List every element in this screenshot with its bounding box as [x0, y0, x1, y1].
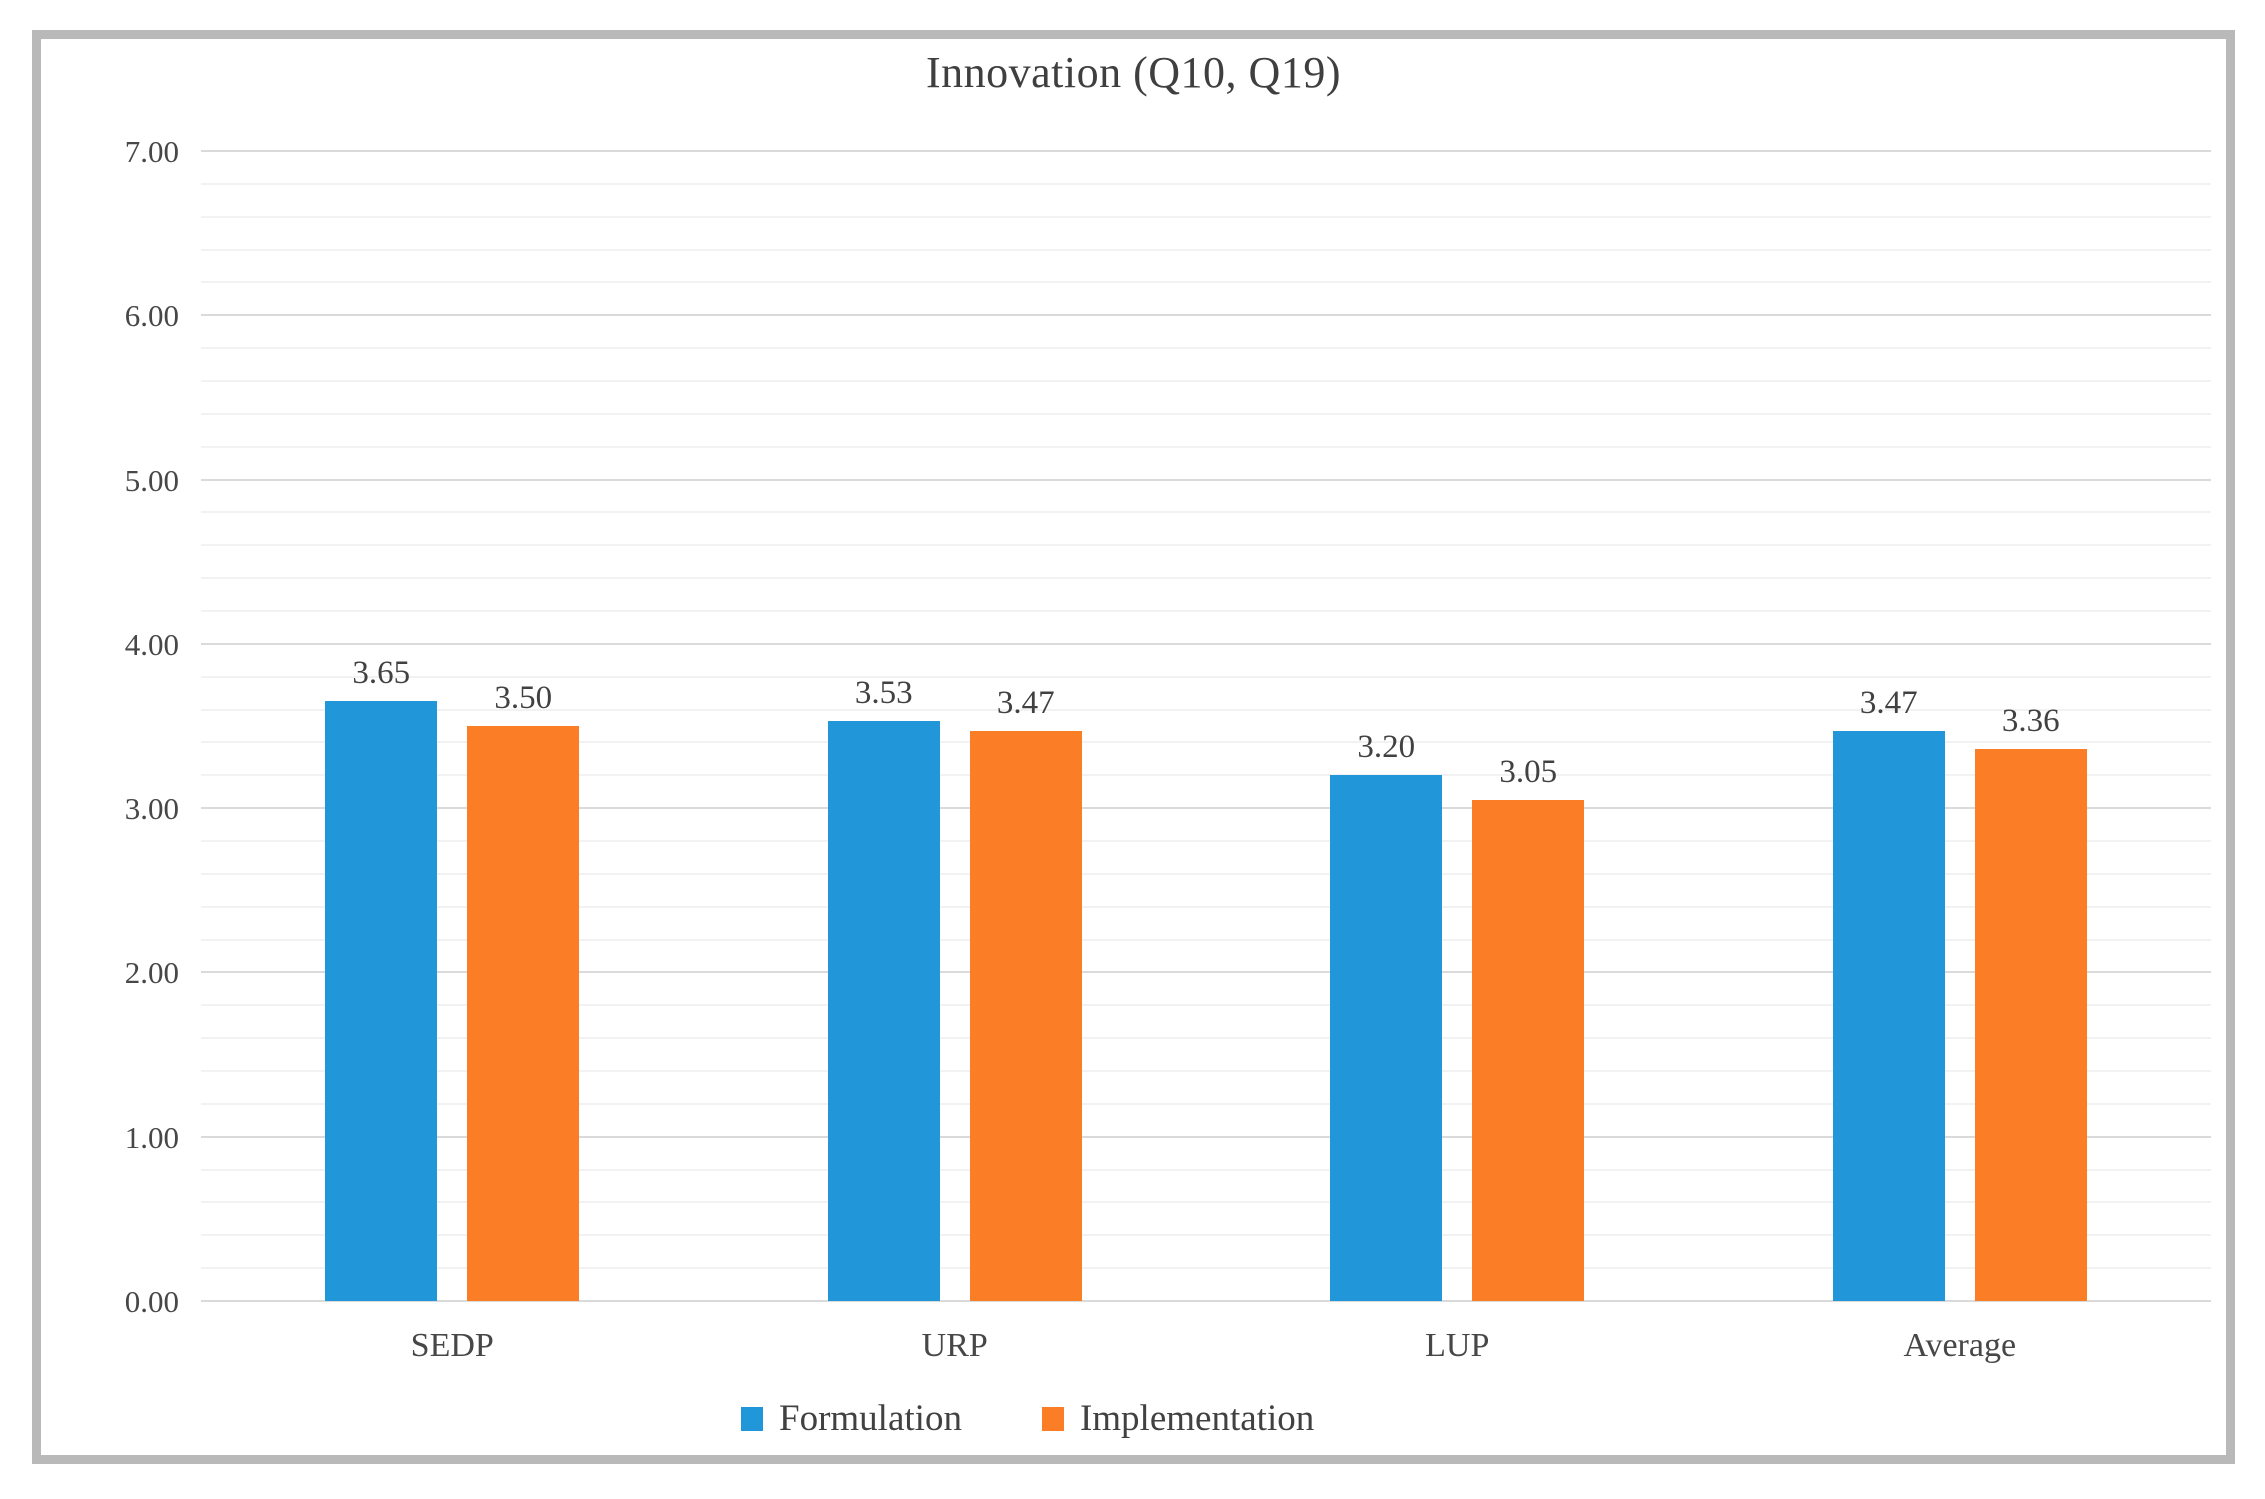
major-gridline: [201, 314, 2211, 317]
minor-gridline: [201, 675, 2211, 678]
bar-value-label: 3.47: [1859, 684, 1918, 721]
implementation-bar-urp: 3.47: [969, 685, 1082, 1301]
bar-value-label: 3.47: [996, 684, 1055, 721]
minor-gridline: [201, 412, 2211, 415]
x-category-label-urp: URP: [921, 1327, 988, 1364]
minor-gridline: [201, 380, 2211, 382]
major-gridline: [201, 642, 2211, 645]
bar-value-label: 3.36: [2001, 703, 2060, 739]
y-tick-label: 4.00: [124, 626, 179, 662]
x-category-label-sedp: SEDP: [410, 1327, 494, 1364]
y-tick-label: 6.00: [124, 298, 179, 334]
bar-value-label: 3.50: [494, 680, 553, 716]
minor-gridline: [201, 347, 2211, 350]
major-gridline: [201, 478, 2211, 481]
bar-group-average: 3.47 3.36 Average: [1709, 151, 2212, 1364]
y-tick-label: 0.00: [124, 1284, 179, 1319]
minor-gridline: [201, 1168, 2211, 1171]
minor-gridline: [201, 708, 2211, 711]
bar-group-urp: 3.53 3.47 URP: [704, 151, 1207, 1364]
x-category-label-lup: LUP: [1425, 1327, 1490, 1364]
minor-gridline: [201, 1201, 2211, 1204]
minor-gridline: [201, 182, 2211, 185]
y-tick-label: 7.00: [124, 134, 179, 169]
bar-group-lup: 3.20 3.05 LUP: [1206, 151, 1709, 1364]
minor-gridline: [201, 511, 2211, 514]
bar-value-label: 3.20: [1357, 729, 1416, 766]
minor-gridline: [201, 281, 2211, 284]
minor-gridline: [201, 544, 2211, 547]
legend-label-implementation: Implementation: [1079, 1398, 1315, 1439]
formulation-bar-lup: 3.20: [1330, 729, 1443, 1301]
formulation-bar-sedp: 3.65: [325, 655, 438, 1301]
minor-gridline: [201, 872, 2211, 875]
minor-gridline: [201, 938, 2211, 941]
minor-gridline: [201, 741, 2211, 744]
minor-gridline: [201, 1004, 2211, 1007]
legend: Formulation Implementation: [741, 1397, 1314, 1440]
minor-gridline: [201, 577, 2211, 580]
major-gridline: [201, 1135, 2211, 1138]
minor-gridline: [201, 445, 2211, 448]
minor-gridline: [201, 1037, 2211, 1040]
bar-value-label: 3.05: [1499, 753, 1558, 790]
bar-value-label: 3.53: [854, 675, 913, 712]
x-category-label-average: Average: [1903, 1327, 2017, 1364]
minor-gridline: [201, 1102, 2211, 1105]
minor-gridline: [201, 1267, 2211, 1270]
bar-group-sedp: 3.65 3.50 SEDP: [201, 151, 704, 1364]
minor-gridline: [201, 1070, 2211, 1072]
minor-gridline: [201, 215, 2211, 218]
minor-gridline: [201, 905, 2211, 908]
minor-gridline: [201, 774, 2211, 777]
formulation-swatch-icon: [741, 1406, 763, 1431]
formulation-bar-average: 3.47: [1832, 685, 1945, 1301]
legend-label-formulation: Formulation: [779, 1398, 962, 1439]
major-gridline: [201, 807, 2211, 810]
major-gridline: [201, 971, 2211, 974]
y-tick-label: 2.00: [124, 955, 179, 991]
minor-gridline: [201, 840, 2211, 842]
implementation-bar-average: 3.36: [1974, 703, 2087, 1301]
major-gridline: [201, 1300, 2211, 1302]
y-tick-label: 5.00: [124, 462, 179, 498]
formulation-bar-urp: 3.53: [827, 675, 940, 1301]
implementation-swatch-icon: [1041, 1406, 1064, 1431]
minor-gridline: [201, 248, 2211, 251]
chart-title: Innovation (Q10, Q19): [926, 48, 1341, 97]
chart-figure-frame: Innovation (Q10, Q19) 7.00 6.00 5.00 4.00 3.…: [32, 30, 2235, 1464]
y-tick-label: 3.00: [124, 791, 179, 827]
legend-item-formulation: Formulation: [741, 1397, 962, 1440]
minor-gridline: [201, 1234, 2211, 1237]
y-tick-label: 1.00: [124, 1119, 179, 1155]
minor-gridline: [201, 610, 2211, 612]
bar-value-label: 3.65: [352, 655, 411, 692]
plot-area: 7.00 6.00 5.00 4.00 3.00 2.00 1.00 0.00 3.65 3.5…: [125, 136, 2212, 1364]
implementation-bar-lup: 3.05: [1472, 754, 1585, 1301]
major-gridline: [201, 150, 2211, 152]
implementation-bar-sedp: 3.50: [467, 680, 580, 1301]
legend-item-implementation: Implementation: [1041, 1397, 1315, 1440]
